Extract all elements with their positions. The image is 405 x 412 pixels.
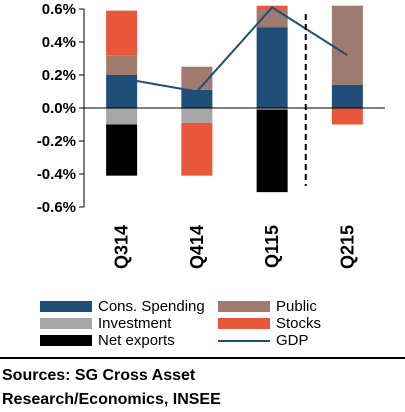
y-tick-label: 0.2% [42, 67, 76, 84]
y-tick-label: -0.4% [37, 166, 76, 183]
legend-item-public: Public [218, 298, 317, 315]
source-line-2: Research/Economics, INSEE [2, 391, 221, 408]
legend-swatch [40, 335, 92, 346]
category-label-q414: Q414 [187, 225, 207, 269]
legend-swatch [218, 301, 270, 312]
bar-investment-q414 [181, 108, 213, 123]
category-label-q215: Q215 [337, 225, 357, 269]
bar-public-q115 [256, 9, 288, 28]
legend-item-cons-spending: Cons. Spending [40, 298, 205, 315]
bar-public-q314 [106, 55, 138, 75]
bar-stocks-q314 [106, 10, 138, 56]
x-axis-categories: Q314 Q414 Q115 Q215 [112, 225, 358, 269]
legend-item-gdp: GDP [218, 332, 309, 349]
y-tick-label: -0.6% [37, 199, 76, 216]
bar-public-q215 [331, 5, 363, 85]
legend-item-stocks: Stocks [218, 315, 321, 332]
legend-swatch [218, 318, 270, 329]
chart: 0.6% 0.4% 0.2% 0.0% -0.2% -0.4% -0.6% Q314 Q414… [37, 1, 385, 269]
legend-item-net-exports: Net exports [40, 332, 175, 349]
source-note: Sources: SG Cross Asset Research/Economi… [2, 364, 221, 412]
bar-cons-spending-q215 [331, 84, 363, 108]
y-axis: 0.6% 0.4% 0.2% 0.0% -0.2% -0.4% -0.6% [37, 1, 385, 216]
bar-net-exports-q115 [256, 109, 288, 193]
legend-swatch [40, 301, 92, 312]
legend-item-investment: Investment [40, 315, 171, 332]
legend-swatch [40, 318, 92, 329]
category-label-q115: Q115 [262, 225, 282, 268]
gdp-line [121, 6, 348, 93]
bar-investment-q314 [106, 108, 138, 125]
legend-label: Cons. Spending [98, 298, 205, 315]
legend-label: Public [276, 298, 317, 315]
legend-label: Investment [98, 315, 172, 332]
legend-label: Net exports [98, 332, 175, 349]
y-tick-label: 0.0% [42, 100, 76, 117]
legend-label: GDP [276, 332, 309, 349]
y-tick-label: -0.2% [37, 133, 76, 150]
bar-cons-spending-q115 [256, 27, 288, 108]
bar-cons-spending-q414 [181, 89, 213, 108]
y-tick-label: 0.4% [42, 34, 76, 51]
y-tick-label: 0.6% [42, 1, 76, 18]
bar-stocks-q414 [181, 122, 213, 176]
source-divider [0, 357, 405, 359]
bars-layer [106, 5, 363, 193]
category-label-q314: Q314 [112, 225, 132, 269]
legend-label: Stocks [276, 315, 322, 332]
bar-investment-q115 [256, 108, 288, 110]
bar-net-exports-q314 [106, 124, 138, 176]
bar-stocks-q215 [331, 108, 363, 125]
source-line-1: Sources: SG Cross Asset [2, 367, 196, 384]
legend-swatch [218, 339, 270, 342]
